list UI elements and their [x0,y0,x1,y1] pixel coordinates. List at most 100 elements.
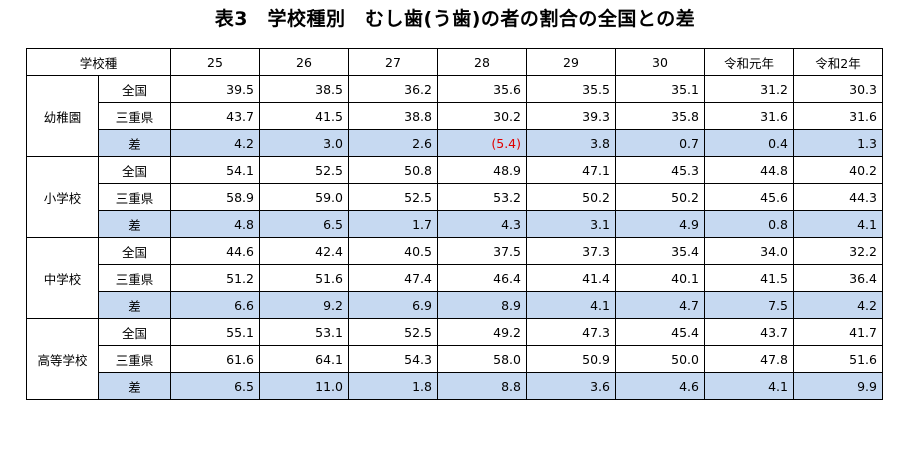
header-row: 学校種 25 26 27 28 29 30 令和元年 令和2年 [26,48,883,76]
value-cell: 4.9 [615,210,705,238]
row-label-cell: 差 [98,372,171,400]
value-cell: 53.2 [437,183,527,211]
value-cell: 59.0 [259,183,349,211]
row-label-cell: 全国 [98,75,171,103]
value-cell: 54.3 [348,345,438,373]
table-row: 差 4.2 3.0 2.6 (5.4) 3.8 0.7 0.4 1.3 [27,129,883,157]
value-cell: 4.7 [615,291,705,319]
value-cell: 61.6 [170,345,260,373]
value-cell: 52.5 [348,183,438,211]
value-cell: 41.5 [259,102,349,130]
value-cell: 41.7 [793,318,883,346]
value-cell: 34.0 [704,237,794,265]
value-cell: 51.2 [170,264,260,292]
value-cell: 36.2 [348,75,438,103]
value-cell: 46.4 [437,264,527,292]
header-year: 25 [170,48,260,76]
value-cell: 6.9 [348,291,438,319]
value-cell: 35.8 [615,102,705,130]
school-type-cell: 小学校 [26,156,99,238]
value-cell: 6.5 [170,372,260,400]
row-label-cell: 三重県 [98,183,171,211]
header-year: 28 [437,48,527,76]
value-cell: 0.8 [704,210,794,238]
value-cell: 7.5 [704,291,794,319]
value-cell: 40.1 [615,264,705,292]
value-cell: 52.5 [259,156,349,184]
value-cell: 4.1 [793,210,883,238]
value-cell: 47.1 [526,156,616,184]
value-cell: 50.2 [526,183,616,211]
value-cell: 35.4 [615,237,705,265]
table-row: 差 6.6 9.2 6.9 8.9 4.1 4.7 7.5 4.2 [27,291,883,319]
school-type-cell: 幼稚園 [26,75,99,157]
value-cell: 47.3 [526,318,616,346]
row-label-cell: 差 [98,210,171,238]
value-cell: 50.9 [526,345,616,373]
value-cell: 40.5 [348,237,438,265]
value-cell: 38.5 [259,75,349,103]
value-cell: 4.2 [170,129,260,157]
value-cell: 30.3 [793,75,883,103]
value-cell: 31.2 [704,75,794,103]
value-cell: 4.1 [704,372,794,400]
value-cell: 35.5 [526,75,616,103]
value-cell: 64.1 [259,345,349,373]
value-cell: 4.2 [793,291,883,319]
value-cell: 45.4 [615,318,705,346]
value-cell: 2.6 [348,129,438,157]
table-row: 幼稚園 全国 39.5 38.5 36.2 35.6 35.5 35.1 31.2 30.3 [26,75,883,157]
value-cell: 47.8 [704,345,794,373]
school-type-cell: 中学校 [26,237,99,319]
value-cell: 0.7 [615,129,705,157]
row-label-cell: 三重県 [98,264,171,292]
value-cell: 48.9 [437,156,527,184]
value-cell: 4.3 [437,210,527,238]
value-cell: 45.3 [615,156,705,184]
value-cell: 3.0 [259,129,349,157]
value-cell: 4.1 [526,291,616,319]
table-row: 差 6.5 11.0 1.8 8.8 3.6 4.6 4.1 9.9 [27,372,883,400]
value-cell: 51.6 [793,345,883,373]
value-cell: 35.1 [615,75,705,103]
value-cell: 31.6 [793,102,883,130]
row-label-cell: 三重県 [98,345,171,373]
header-year: 30 [615,48,705,76]
table-row: 小学校 全国 54.1 52.5 50.8 48.9 47.1 45.3 44.8 40.2 [26,156,883,238]
value-cell: 53.1 [259,318,349,346]
value-cell: 32.2 [793,237,883,265]
value-cell: 8.8 [437,372,527,400]
table-row: 差 4.8 6.5 1.7 4.3 3.1 4.9 0.8 4.1 [27,210,883,238]
value-cell: 36.4 [793,264,883,292]
value-cell: 37.5 [437,237,527,265]
value-cell: 0.4 [704,129,794,157]
header-school-type: 学校種 [26,48,171,76]
value-cell: 52.5 [348,318,438,346]
header-year: 令和元年 [704,48,794,76]
value-cell: 50.0 [615,345,705,373]
value-cell: 44.8 [704,156,794,184]
value-cell: 1.8 [348,372,438,400]
value-cell: 39.3 [526,102,616,130]
value-cell: 11.0 [259,372,349,400]
value-cell: 4.8 [170,210,260,238]
row-label-cell: 差 [98,291,171,319]
value-cell: 44.3 [793,183,883,211]
row-label-cell: 三重県 [98,102,171,130]
value-cell: 30.2 [437,102,527,130]
value-cell: 39.5 [170,75,260,103]
value-cell: 42.4 [259,237,349,265]
table-row: 高等学校 全国 55.1 53.1 52.5 49.2 47.3 45.4 43.7 41.7 [26,318,883,400]
header-year: 29 [526,48,616,76]
table-row: 中学校 全国 44.6 42.4 40.5 37.5 37.3 35.4 34.0 32.2 [26,237,883,319]
value-cell: 6.5 [259,210,349,238]
value-cell: 1.7 [348,210,438,238]
value-cell: 41.5 [704,264,794,292]
value-cell: 40.2 [793,156,883,184]
table-row: 三重県 61.6 64.1 54.3 58.0 50.9 50.0 47.8 51.6 [27,345,883,373]
header-year: 26 [259,48,349,76]
value-cell: 50.2 [615,183,705,211]
value-cell: 31.6 [704,102,794,130]
value-cell: 4.6 [615,372,705,400]
value-cell: 44.6 [170,237,260,265]
